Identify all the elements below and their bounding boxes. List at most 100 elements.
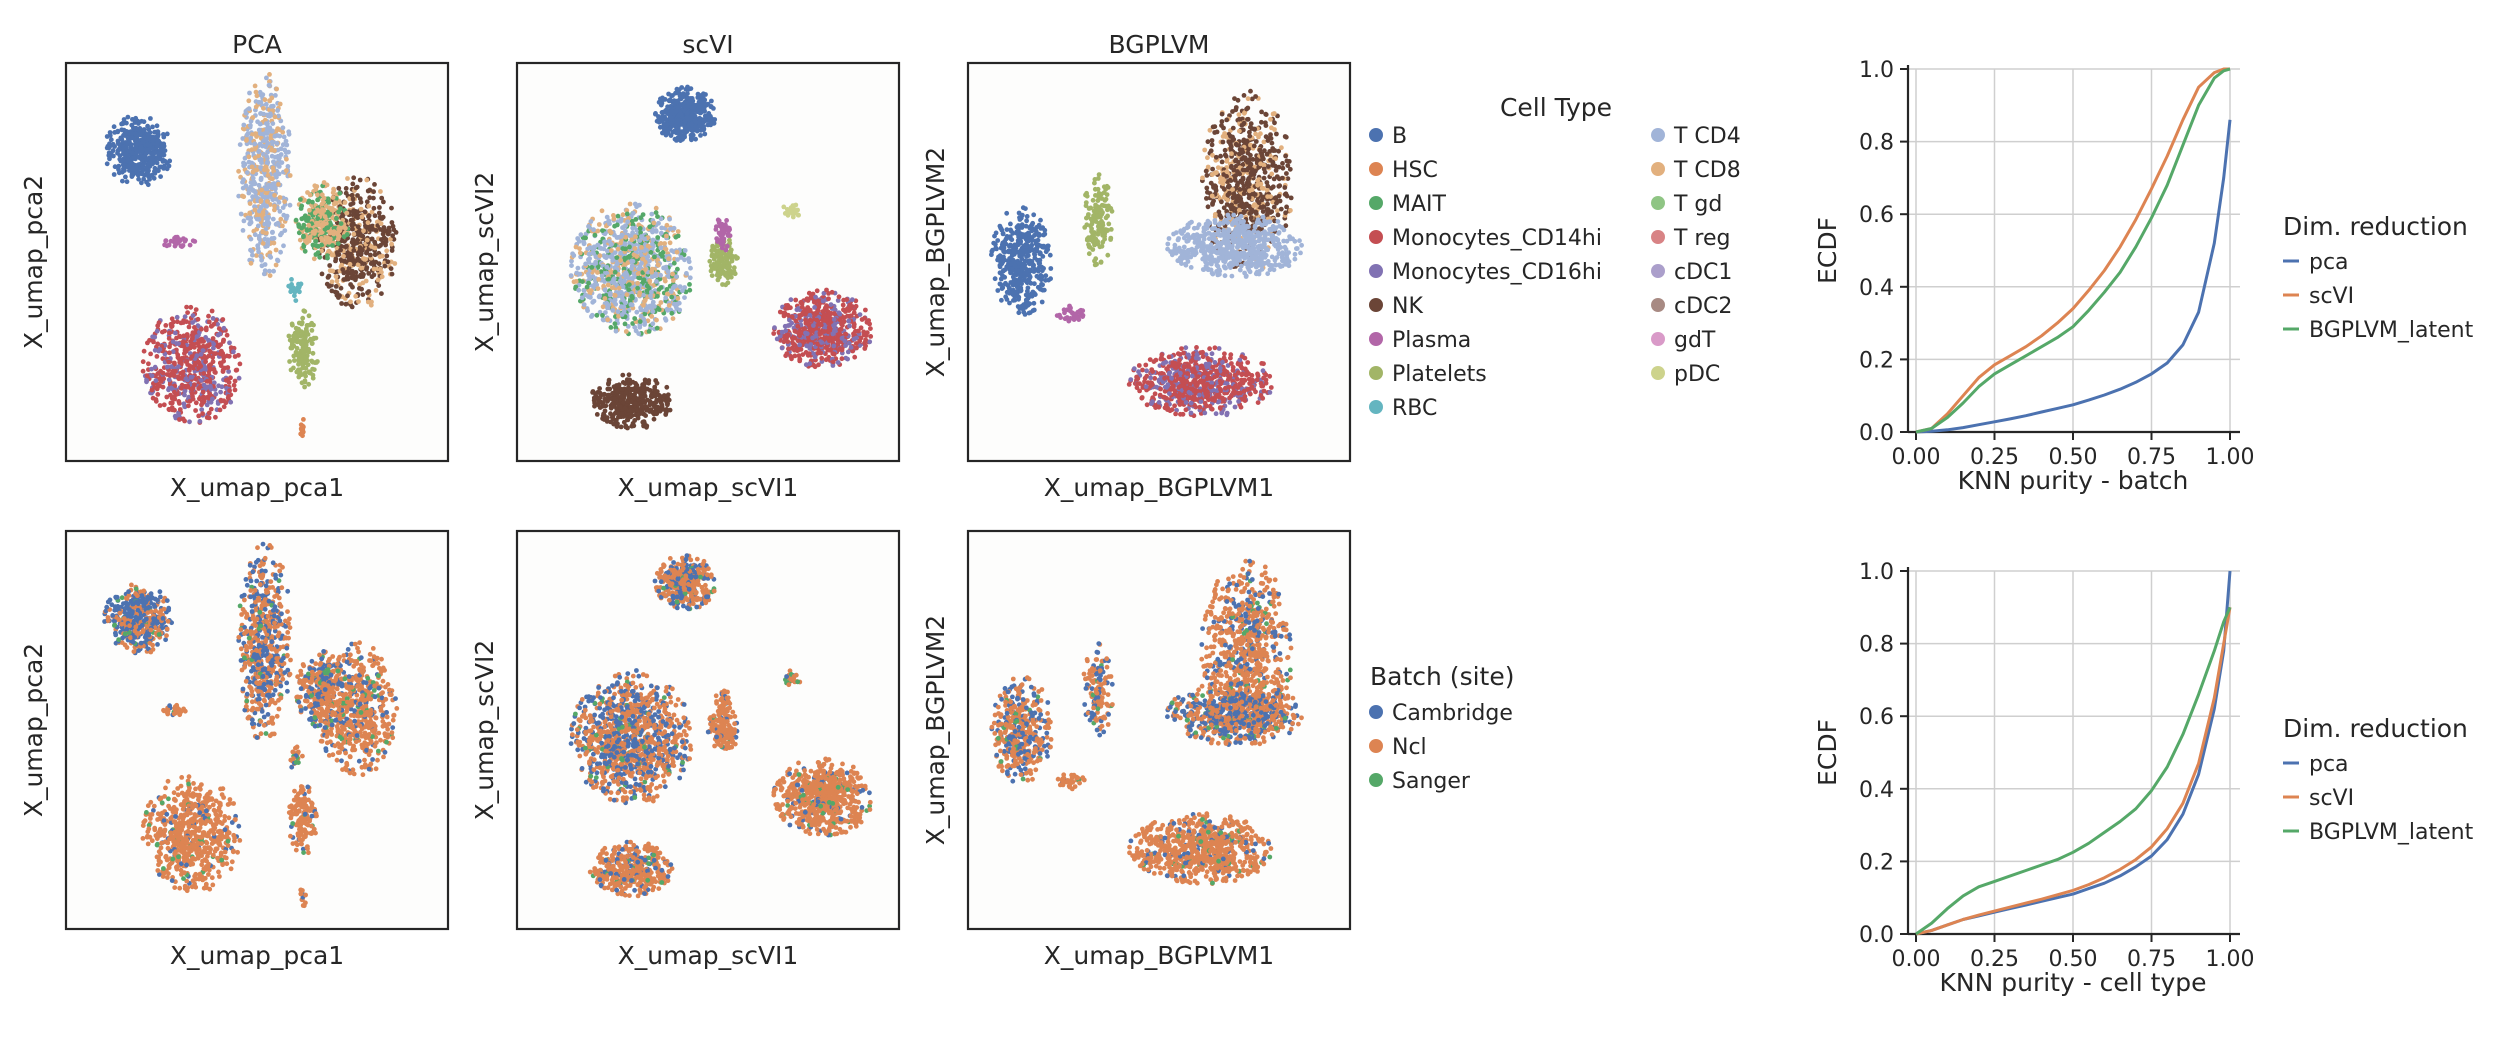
umap-point	[226, 815, 232, 821]
umap-point	[260, 127, 266, 133]
umap-point	[133, 125, 139, 131]
umap-point	[263, 587, 269, 593]
umap-point	[333, 274, 339, 279]
umap-point	[311, 256, 317, 262]
umap-point	[162, 158, 168, 164]
umap-point	[144, 373, 150, 378]
umap-point	[123, 145, 129, 151]
umap-point	[370, 646, 376, 651]
umap-point	[236, 823, 242, 829]
umap-point	[372, 727, 378, 733]
umap-point	[150, 151, 155, 157]
umap-point	[182, 418, 188, 424]
umap-point	[386, 229, 392, 235]
umap-point	[250, 175, 256, 181]
umap-point	[165, 845, 171, 851]
umap-point	[339, 301, 344, 306]
umap-point	[211, 807, 217, 813]
umap-point	[190, 320, 196, 325]
umap-point	[215, 855, 220, 861]
umap-point	[145, 594, 151, 600]
umap-point	[262, 262, 268, 267]
umap-point	[287, 173, 293, 178]
umap-point	[153, 378, 159, 383]
umap-point	[164, 626, 170, 632]
umap-point	[225, 802, 231, 807]
umap-point	[380, 712, 386, 718]
umap-point	[272, 687, 278, 693]
umap-point	[321, 681, 326, 686]
umap-point	[368, 696, 374, 702]
umap-point	[273, 186, 278, 192]
umap-point	[155, 642, 160, 647]
umap-point	[231, 349, 236, 355]
umap-point	[210, 882, 216, 888]
umap-point	[365, 290, 370, 296]
umap-point	[371, 266, 377, 272]
umap-point	[379, 274, 385, 280]
umap-point	[204, 808, 209, 814]
umap-point	[371, 195, 376, 201]
umap-point	[313, 335, 319, 341]
umap-point	[309, 675, 315, 681]
umap-point	[164, 131, 170, 137]
umap-point	[269, 646, 275, 652]
umap-point	[248, 135, 254, 141]
umap-point	[315, 197, 320, 203]
umap-point	[258, 205, 264, 210]
umap-point	[287, 616, 292, 622]
umap-point	[112, 607, 118, 613]
umap-point	[352, 718, 358, 724]
umap-point	[178, 320, 184, 326]
umap-point	[255, 223, 261, 229]
umap-point	[277, 101, 283, 107]
umap-point	[330, 654, 336, 659]
umap-point	[141, 127, 147, 132]
umap-point	[266, 720, 272, 726]
umap-point	[195, 840, 201, 846]
umap-point	[272, 700, 278, 706]
umap-point	[270, 216, 276, 222]
umap-point	[205, 833, 211, 839]
umap-point	[204, 415, 210, 420]
umap-point	[291, 285, 296, 291]
umap-point	[112, 622, 118, 628]
umap-point	[303, 355, 308, 360]
umap-point	[193, 871, 199, 877]
umap-point	[139, 157, 145, 163]
umap-point	[310, 242, 316, 248]
umap-point	[183, 851, 189, 857]
umap-point	[221, 404, 227, 410]
umap-point	[383, 242, 388, 248]
umap-point	[170, 809, 176, 815]
umap-point	[242, 155, 248, 161]
umap-point	[151, 803, 157, 809]
umap-point	[128, 135, 134, 141]
umap-point	[270, 197, 276, 203]
umap-point	[380, 678, 386, 684]
umap-point	[325, 253, 330, 259]
umap-point	[180, 819, 186, 825]
umap-point	[158, 174, 164, 180]
umap-point	[331, 711, 337, 716]
umap-point	[126, 148, 132, 154]
umap-point	[197, 810, 203, 816]
umap-point	[220, 862, 226, 868]
umap-point	[233, 367, 239, 373]
umap-point	[240, 686, 246, 692]
umap-point	[210, 316, 216, 321]
umap-point	[267, 733, 273, 739]
umap-point	[162, 822, 168, 827]
umap-point	[268, 111, 273, 117]
umap-point	[285, 588, 291, 594]
umap-point	[224, 833, 230, 839]
umap-point	[186, 403, 191, 409]
umap-point	[313, 238, 319, 244]
umap-point	[263, 101, 269, 107]
umap-point	[218, 850, 224, 856]
umap-point	[365, 220, 371, 226]
umap-point	[158, 151, 164, 157]
umap-point	[248, 184, 254, 190]
umap-point	[278, 572, 284, 578]
